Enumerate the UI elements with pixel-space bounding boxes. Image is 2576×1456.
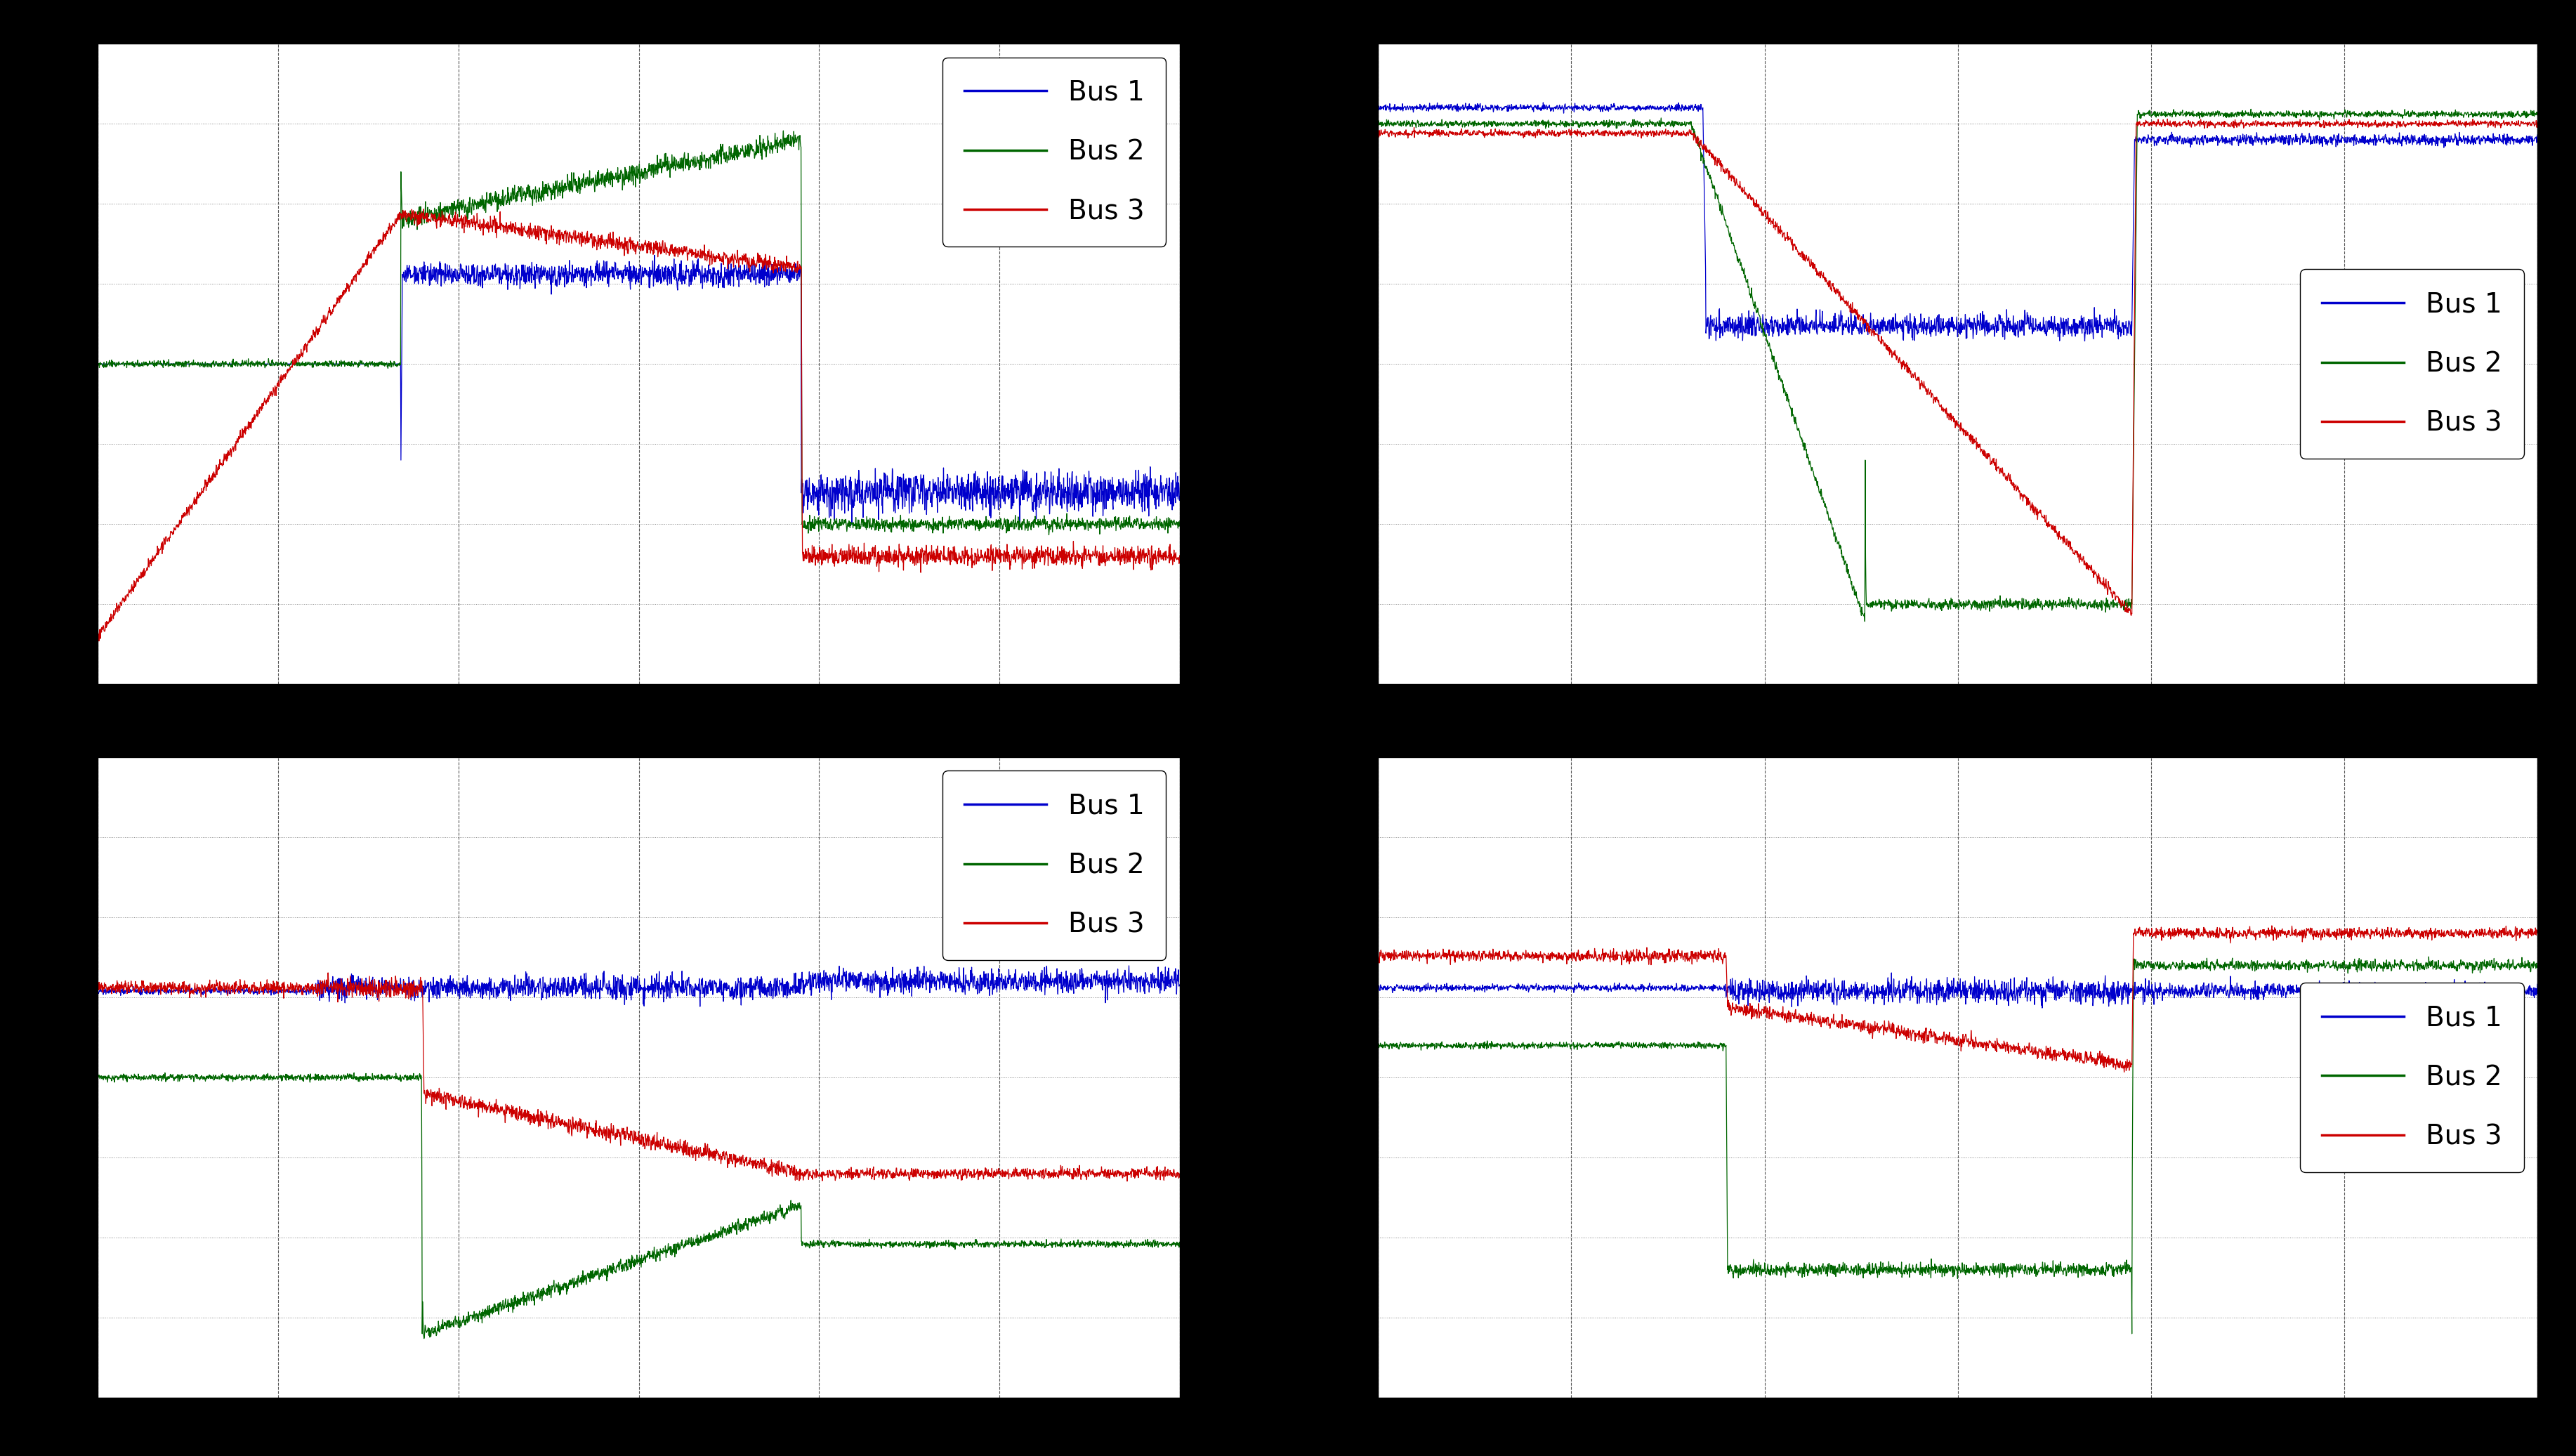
Legend: Bus 1, Bus 2, Bus 3: Bus 1, Bus 2, Bus 3 [943,57,1167,246]
Legend: Bus 1, Bus 2, Bus 3: Bus 1, Bus 2, Bus 3 [943,770,1167,960]
Legend: Bus 1, Bus 2, Bus 3: Bus 1, Bus 2, Bus 3 [2300,983,2524,1172]
Legend: Bus 1, Bus 2, Bus 3: Bus 1, Bus 2, Bus 3 [2300,269,2524,459]
